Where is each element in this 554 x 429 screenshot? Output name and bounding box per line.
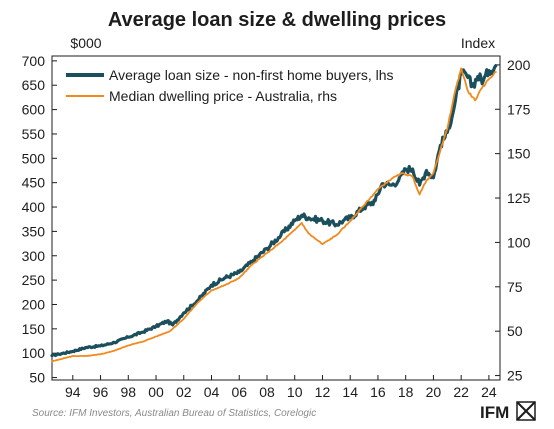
right-axis-tick-label: 150 xyxy=(507,146,531,162)
left-axis-tick-label: 250 xyxy=(22,272,46,288)
x-axis-tick-label: 22 xyxy=(453,384,469,400)
series-line-average-loan-size xyxy=(50,64,498,358)
x-axis-tick-label: 14 xyxy=(342,384,358,400)
right-axis-tick-label: 75 xyxy=(507,279,523,295)
plot-frame xyxy=(51,55,501,381)
left-axis-tick-label: 400 xyxy=(22,199,46,215)
x-axis-tick-label: 94 xyxy=(65,384,81,400)
left-axis-tick-label: 150 xyxy=(22,321,46,337)
x-axis-tick-label: 00 xyxy=(148,384,164,400)
legend: Average loan size - non-first home buyer… xyxy=(66,67,394,104)
left-axis-tick-label: 200 xyxy=(22,296,46,312)
x-axis-tick-label: 12 xyxy=(315,384,331,400)
x-axis-tick-label: 02 xyxy=(176,384,192,400)
right-axis-tick-label: 100 xyxy=(507,234,531,250)
x-axis-tick-label: 24 xyxy=(481,384,497,400)
legend-label-loan: Average loan size - non-first home buyer… xyxy=(109,67,394,83)
x-axis-tick-label: 04 xyxy=(204,384,220,400)
x-axis-tick-label: 96 xyxy=(93,384,109,400)
x-axis-tick-label: 20 xyxy=(426,384,442,400)
left-axis-unit: $000 xyxy=(70,35,101,51)
x-axis-tick-label: 06 xyxy=(231,384,247,400)
x-axis-tick-label: 10 xyxy=(287,384,303,400)
right-axis-tick-label: 25 xyxy=(507,368,523,384)
left-axis-tick-label: 100 xyxy=(22,345,46,361)
source-note: Source: IFM Investors, Australian Bureau… xyxy=(32,408,316,419)
left-axis-tick-label: 50 xyxy=(29,370,45,386)
left-axis-tick-label: 350 xyxy=(22,223,46,239)
series-lines xyxy=(50,64,498,363)
left-axis-tick-label: 500 xyxy=(22,150,46,166)
axes xyxy=(51,55,501,381)
left-axis-tick-label: 300 xyxy=(22,248,46,264)
right-axis-tick-label: 125 xyxy=(507,190,531,206)
left-axis-tick-label: 700 xyxy=(22,53,46,69)
right-axis-tick-label: 175 xyxy=(507,101,531,117)
right-axis-tick-label: 50 xyxy=(507,323,523,339)
x-axis-tick-label: 08 xyxy=(259,384,275,400)
x-axis-tick-label: 16 xyxy=(370,384,386,400)
ifm-logo: IFM xyxy=(480,401,536,422)
series-line-median-dwelling-price xyxy=(51,67,497,363)
x-axis-tick-label: 18 xyxy=(398,384,414,400)
legend-label-price: Median dwelling price - Australia, rhs xyxy=(109,88,337,104)
ifm-logo-icon xyxy=(516,401,536,421)
x-axis-tick-label: 98 xyxy=(120,384,136,400)
logo-text: IFM xyxy=(480,403,509,422)
left-axis-tick-label: 650 xyxy=(22,77,46,93)
left-axis-tick-label: 600 xyxy=(22,102,46,118)
right-axis-unit: Index xyxy=(461,35,495,51)
tick-labels: 5010015020025030035040045050055060065070… xyxy=(22,53,531,400)
right-axis-tick-label: 200 xyxy=(507,57,531,73)
chart-title: Average loan size & dwelling prices xyxy=(108,9,446,31)
left-axis-tick-label: 450 xyxy=(22,175,46,191)
left-axis-tick-label: 550 xyxy=(22,126,46,142)
